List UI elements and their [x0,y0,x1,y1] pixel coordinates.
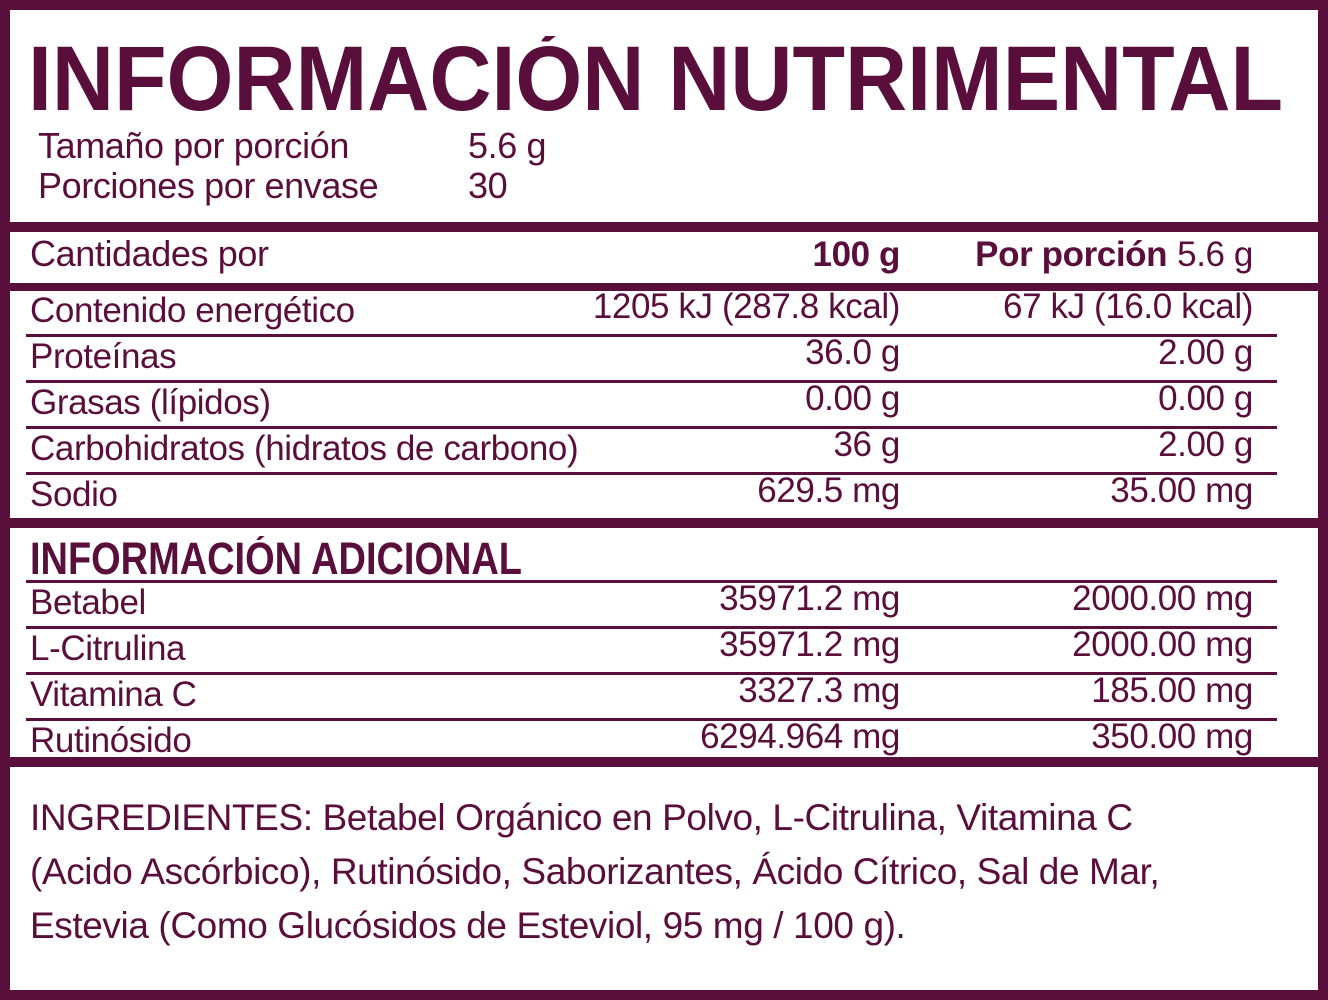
per-100g-value: 0.00 g [805,379,900,418]
per-portion-value: 2.00 g [1158,333,1253,372]
ingredient-label: Vitamina C [30,675,197,714]
per-portion-value: 185.00 mg [1091,671,1253,710]
ingredients-line: (Acido Ascórbico), Rutinósido, Saborizan… [30,851,1160,892]
table-row-rutinoside: Rutinósido 6294.964 mg 350.00 mg [10,717,1318,757]
per-100g-value: 36.0 g [805,333,900,372]
per-portion-header: Por porción 5.6 g [975,235,1253,275]
row-divider [26,626,1277,629]
serving-size-label: Tamaño por porción [38,125,349,166]
serving-info: Tamaño por porción 5.6 g Porciones por e… [10,126,1318,206]
row-divider [26,380,1277,383]
ingredients-line: INGREDIENTES: Betabel Orgánico en Polvo,… [30,797,1133,838]
nutrient-table-section: Cantidades por 100 g Por porción 5.6 g C… [10,232,1318,518]
per-100g-value: 629.5 mg [757,471,900,510]
table-row-beet: Betabel 35971.2 mg 2000.00 mg [10,579,1318,626]
per-100g-value: 1205 kJ (287.8 kcal) [592,287,901,326]
per-portion-value: 2000.00 mg [1072,579,1253,618]
row-divider [26,472,1277,475]
per-portion-header-value: 5.6 g [1177,235,1253,274]
row-divider [26,426,1277,429]
per-portion-value: 67 kJ (16.0 kcal) [1003,287,1253,326]
table-row-fat: Grasas (lípidos) 0.00 g 0.00 g [10,379,1318,426]
per-100g-header: 100 g [812,235,901,274]
per-100g-value: 6294.964 mg [700,717,900,756]
nutrient-label: Carbohidratos (hidratos de carbono) [30,429,579,468]
per-portion-header-label: Por porción [975,235,1168,274]
per-100g-value: 35971.2 mg [719,579,900,618]
nutrient-label: Sodio [30,475,118,514]
label-title-text: INFORMACIÓN NUTRIMENTAL [28,36,1283,120]
label-title: INFORMACIÓN NUTRIMENTAL [28,36,1283,120]
per-portion-value: 0.00 g [1158,379,1253,418]
per-100g-value: 35971.2 mg [719,625,900,664]
row-divider [26,334,1277,337]
additional-info-title: INFORMACIÓN ADICIONAL [30,536,522,580]
ingredient-label: Rutinósido [30,721,192,757]
servings-per-container-value: 30 [468,165,508,206]
serving-size-value: 5.6 g [468,125,547,166]
table-row-citrulline: L-Citrulina 35971.2 mg 2000.00 mg [10,625,1318,672]
additional-info-section: INFORMACIÓN ADICIONAL Betabel 35971.2 mg… [10,528,1318,757]
row-divider [26,672,1277,675]
table-row-vitamin-c: Vitamina C 3327.3 mg 185.00 mg [10,671,1318,718]
per-100g-value: 3327.3 mg [738,671,900,710]
table-row-sodium: Sodio 629.5 mg 35.00 mg [10,471,1318,518]
header-divider [10,283,1318,291]
nutrient-label: Proteínas [30,337,177,376]
ingredients-line: Estevia (Como Glucósidos de Esteviol, 95… [30,905,906,946]
nutrient-label: Grasas (lípidos) [30,383,271,422]
row-divider [26,580,1277,583]
ingredient-label: Betabel [30,583,146,622]
per-100g-value: 36 g [833,425,900,464]
nutrient-label: Contenido energético [30,291,355,330]
table-row-energy: Contenido energético 1205 kJ (287.8 kcal… [10,287,1318,334]
row-divider [26,718,1277,721]
amounts-per-label: Cantidades por [30,233,269,274]
table-header-row: Cantidades por 100 g Por porción 5.6 g [10,232,1318,283]
ingredients-paragraph: INGREDIENTES: Betabel Orgánico en Polvo,… [10,767,1318,953]
servings-per-container-row: Porciones por envase 30 [38,166,1318,206]
per-portion-value: 2.00 g [1158,425,1253,464]
header-section: INFORMACIÓN NUTRIMENTAL Tamaño por porci… [10,10,1318,222]
additional-info-title-text: INFORMACIÓN ADICIONAL [30,536,522,580]
table-row-carbs: Carbohidratos (hidratos de carbono) 36 g… [10,425,1318,472]
ingredients-section: INGREDIENTES: Betabel Orgánico en Polvo,… [10,767,1318,990]
per-portion-value: 350.00 mg [1091,717,1253,756]
ingredient-label: L-Citrulina [30,629,186,668]
serving-size-row: Tamaño por porción 5.6 g [38,126,1318,166]
table-row-protein: Proteínas 36.0 g 2.00 g [10,333,1318,380]
per-portion-value: 2000.00 mg [1072,625,1253,664]
servings-per-container-label: Porciones por envase [38,165,379,206]
per-portion-value: 35.00 mg [1110,471,1253,510]
